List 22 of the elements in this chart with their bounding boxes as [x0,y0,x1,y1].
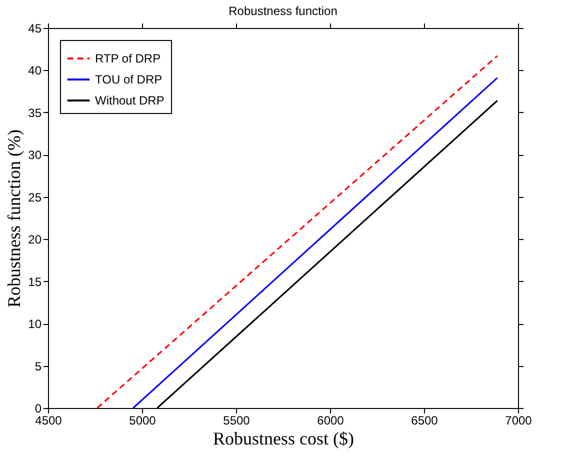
x-tick-label: 5500 [223,414,250,428]
legend-label: Without DRP [95,94,164,108]
y-tick-label: 25 [28,190,42,204]
y-tick-label: 45 [28,22,42,36]
x-tick-label: 7000 [505,414,532,428]
y-axis-title: Robustness function (%) [4,130,24,308]
y-tick-label: 10 [28,317,42,332]
x-tick-label: 6500 [411,414,438,428]
chart-title: Robustness function [228,4,338,18]
y-tick-label: 30 [28,148,42,162]
y-tick-label: 5 [34,359,42,374]
x-tick-label: 6000 [317,414,344,428]
x-tick-label: 4500 [35,414,62,428]
x-tick-label: 5000 [129,414,156,428]
y-tick-label: 0 [34,402,42,416]
y-tick-label: 15 [28,274,42,289]
y-tick-label: 20 [28,232,42,247]
y-tick-label: 35 [28,106,42,120]
legend-label: TOU of DRP [95,72,162,86]
y-tick-label: 40 [28,64,42,78]
x-axis-title: Robustness cost ($) [213,428,354,448]
legend-label: RTP of DRP [95,52,161,66]
